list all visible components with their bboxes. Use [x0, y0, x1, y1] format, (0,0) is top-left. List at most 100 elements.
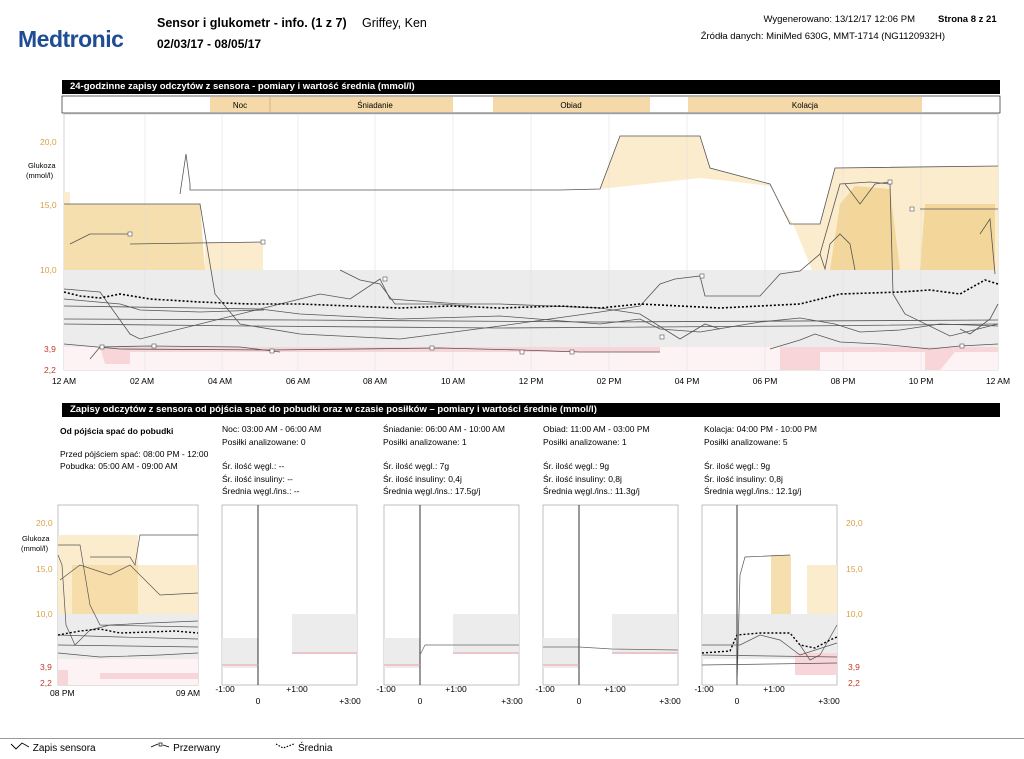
- average-dotted-icon: [275, 743, 295, 749]
- chart1-x-axis: 12 AM 02 AM 04 AM 06 AM 08 AM 10 AM 12 P…: [52, 376, 1010, 386]
- average-line: [63, 279, 999, 309]
- legend-interrupted: Przerwany: [150, 741, 246, 754]
- chart1-y-axis: 20,0 15,0 10,0 3,9 2,2: [40, 137, 57, 375]
- x-tick: +1:00: [604, 684, 626, 694]
- x-tick: 0: [735, 696, 740, 706]
- high-fill: [920, 204, 995, 270]
- x-tick: -1:00: [376, 684, 396, 694]
- period-label-night: Noc: [233, 101, 247, 110]
- legend: Zapis sensora Przerwany Średnia: [10, 741, 384, 754]
- meal-info-night: Noc: 03:00 AM - 06:00 AM Posiłki analizo…: [222, 423, 321, 498]
- medtronic-logo: Medtronic: [18, 26, 124, 52]
- period-label-breakfast: Śniadanie: [357, 101, 393, 110]
- legend-sensor-label: Zapis sensora: [32, 743, 96, 754]
- meal-insulin: Śr. ilość insuliny: 0,4j: [383, 473, 462, 484]
- y-tick: 2,2: [40, 678, 52, 688]
- high-fill: [205, 242, 263, 270]
- x-tick: 08 AM: [363, 376, 387, 386]
- meal-carbs: Śr. ilość węgl.: 7g: [383, 461, 450, 471]
- x-tick: +1:00: [445, 684, 467, 694]
- x-tick: 12 PM: [519, 376, 544, 386]
- meal-chart-dinner: [701, 504, 838, 686]
- x-tick: -1:00: [694, 684, 714, 694]
- sleep-ylabel: Glukoza (mmol/l): [21, 534, 50, 553]
- x-tick: 0: [418, 696, 423, 706]
- high-fill: [600, 136, 998, 270]
- y-tick: 2,2: [44, 365, 56, 375]
- period-label-lunch: Obiad: [560, 101, 581, 110]
- meal-info-dinner: Kolacja: 04:00 PM - 10:00 PM Posiłki ana…: [704, 423, 817, 498]
- chart1-title-bar: 24-godzinne zapisy odczytów z sensora - …: [62, 80, 1000, 94]
- legend-interrupted-label: Przerwany: [173, 743, 221, 754]
- report-date-range: 02/03/17 - 08/05/17: [157, 37, 262, 51]
- y-tick: 15,0: [36, 564, 53, 574]
- sleep-before: Przed pójściem spać: 08:00 PM - 12:00: [60, 448, 209, 459]
- sleep-x-end: 09 AM: [176, 688, 200, 698]
- meal-name: Śniadanie: 06:00 AM - 10:00 AM: [383, 424, 505, 434]
- sleep-chart: 20,0 15,0 10,0 3,9 2,2 Glukoza (mmol/l) 0…: [21, 504, 200, 698]
- meal-carbs: Śr. ilość węgl.: --: [222, 461, 285, 471]
- y-tick: 2,2: [848, 678, 860, 688]
- meal-info-lunch: Obiad: 11:00 AM - 03:00 PM Posiłki anali…: [543, 423, 650, 498]
- page-number: Strona 8 z 21: [938, 14, 997, 25]
- report-title: Sensor i glukometr - info. (1 z 7): [157, 16, 347, 30]
- meal-name: Noc: 03:00 AM - 06:00 AM: [222, 424, 322, 434]
- period-band-dinner: [688, 97, 922, 112]
- x-tick: 0: [577, 696, 582, 706]
- meal-carbs: Śr. ilość węgl.: 9g: [543, 461, 610, 471]
- meal-analyzed: Posiłki analizowane: 5: [704, 436, 788, 447]
- interrupted-trace-icon: [151, 742, 170, 748]
- x-tick: 02 AM: [130, 376, 154, 386]
- meal-chart-night: [221, 504, 358, 686]
- x-tick: 10 PM: [909, 376, 934, 386]
- x-tick: +3:00: [659, 696, 681, 706]
- y-tick: 10,0: [36, 609, 53, 619]
- y-tick: 3,9: [40, 662, 52, 672]
- x-tick: +1:00: [763, 684, 785, 694]
- x-tick: 04 PM: [675, 376, 700, 386]
- meal-insulin: Śr. ilość insuliny: 0,8j: [704, 473, 783, 484]
- sleep-heading: Od pójścia spać do pobudki: [60, 426, 174, 436]
- y-tick: 10,0: [40, 265, 57, 275]
- sleep-wake: Pobudka: 05:00 AM - 09:00 AM: [60, 461, 178, 471]
- meal-insulin: Śr. ilość insuliny: --: [222, 473, 293, 484]
- meal-insulin: Śr. ilość insuliny: 0,8j: [543, 473, 622, 484]
- meal-analyzed: Posiłki analizowane: 0: [222, 436, 306, 447]
- legend-average-label: Średnia: [297, 743, 333, 754]
- high-fill: [830, 186, 900, 270]
- x-tick: 10 AM: [441, 376, 465, 386]
- meal-chart-breakfast: [383, 504, 520, 686]
- x-tick: +3:00: [818, 696, 840, 706]
- period-band-lunch: [493, 97, 650, 112]
- y-tick: 10,0: [846, 609, 863, 619]
- interrupted-markers: [99, 179, 965, 355]
- x-tick: 12 AM: [986, 376, 1010, 386]
- meal-name: Obiad: 11:00 AM - 03:00 PM: [543, 424, 650, 434]
- legend-sensor: Zapis sensora: [10, 741, 122, 754]
- period-label-dinner: Kolacja: [792, 101, 819, 110]
- y-tick: 20,0: [36, 518, 53, 528]
- x-tick: 06 PM: [753, 376, 778, 386]
- generated-timestamp: Wygenerowano: 13/12/17 12:06 PM: [763, 14, 916, 25]
- x-tick: +3:00: [501, 696, 523, 706]
- x-tick: +3:00: [339, 696, 361, 706]
- meal-name: Kolacja: 04:00 PM - 10:00 PM: [704, 424, 817, 434]
- meal-ratio: Średnia węgl./ins.: 17.5g/j: [383, 486, 481, 496]
- period-band-night: [210, 97, 270, 112]
- meal-chart-lunch: [542, 504, 679, 686]
- y-tick: 20,0: [40, 137, 57, 147]
- sleep-info: Od pójścia spać do pobudki Przed pójście…: [60, 425, 208, 473]
- meal-ratio: Średnia węgl./ins.: 11.3g/j: [543, 486, 640, 496]
- meal-ratio: Średnia węgl./ins.: 12.1g/j: [704, 486, 802, 496]
- y-tick: 3,9: [44, 344, 56, 354]
- chart1-ylabel: Glukoza (mmol/l): [26, 161, 56, 180]
- y-tick: 15,0: [846, 564, 863, 574]
- x-tick: -1:00: [215, 684, 235, 694]
- low-fill: [780, 347, 998, 370]
- x-tick: 06 AM: [286, 376, 310, 386]
- x-tick: 0: [256, 696, 261, 706]
- x-tick: 12 AM: [52, 376, 76, 386]
- x-tick: -1:00: [535, 684, 555, 694]
- y-tick: 20,0: [846, 518, 863, 528]
- x-tick: 08 PM: [831, 376, 856, 386]
